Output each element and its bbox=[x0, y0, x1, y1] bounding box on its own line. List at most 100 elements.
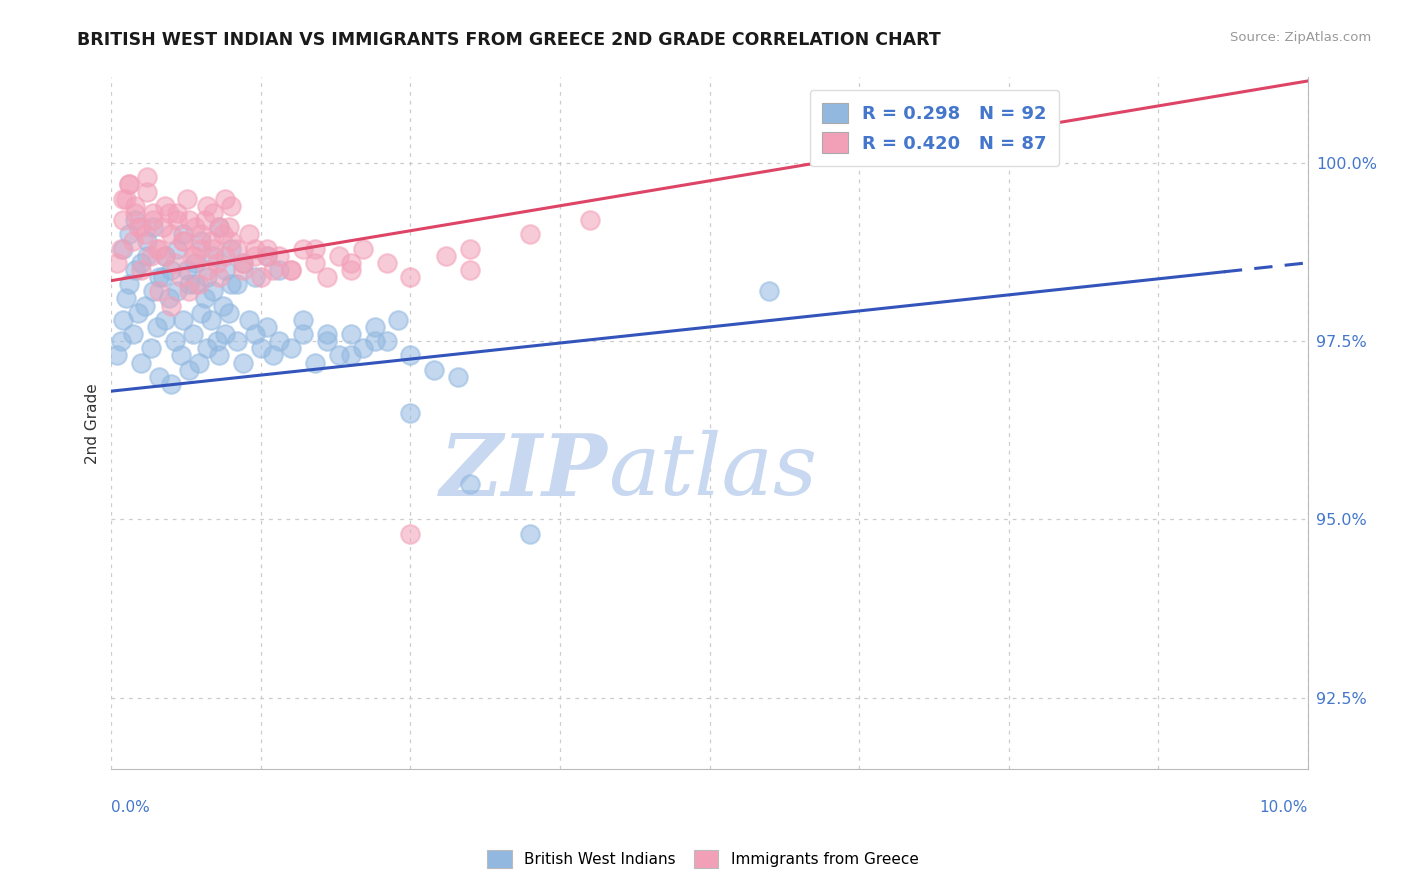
Point bbox=[291, 313, 314, 327]
Point bbox=[399, 405, 422, 419]
Point bbox=[280, 342, 302, 356]
Point bbox=[195, 342, 218, 356]
Point bbox=[190, 235, 212, 249]
Point bbox=[166, 285, 188, 299]
Point bbox=[267, 334, 290, 349]
Point bbox=[579, 213, 602, 227]
Point bbox=[136, 185, 159, 199]
Point bbox=[170, 349, 193, 363]
Point bbox=[304, 356, 326, 370]
Point bbox=[232, 356, 254, 370]
Point bbox=[179, 363, 201, 377]
Point bbox=[214, 263, 236, 277]
Text: ZIP: ZIP bbox=[440, 430, 607, 514]
Point bbox=[114, 192, 136, 206]
Point bbox=[200, 235, 222, 249]
Legend: R = 0.298   N = 92, R = 0.420   N = 87: R = 0.298 N = 92, R = 0.420 N = 87 bbox=[810, 90, 1059, 166]
Point bbox=[375, 334, 398, 349]
Point bbox=[112, 242, 135, 256]
Point bbox=[315, 327, 337, 342]
Point bbox=[458, 242, 481, 256]
Point bbox=[146, 242, 169, 256]
Point bbox=[122, 327, 145, 342]
Point bbox=[218, 306, 240, 320]
Point bbox=[447, 370, 470, 384]
Point bbox=[155, 199, 177, 213]
Point bbox=[112, 313, 135, 327]
Point bbox=[190, 242, 212, 256]
Point bbox=[142, 213, 165, 227]
Point bbox=[176, 263, 198, 277]
Point bbox=[363, 320, 385, 334]
Point bbox=[172, 235, 194, 249]
Point bbox=[160, 227, 183, 242]
Point bbox=[208, 220, 231, 235]
Point bbox=[202, 285, 225, 299]
Point bbox=[160, 299, 183, 313]
Point bbox=[139, 249, 162, 263]
Point bbox=[399, 526, 422, 541]
Point bbox=[131, 263, 153, 277]
Point bbox=[146, 320, 169, 334]
Point bbox=[190, 306, 212, 320]
Point bbox=[179, 285, 201, 299]
Text: BRITISH WEST INDIAN VS IMMIGRANTS FROM GREECE 2ND GRADE CORRELATION CHART: BRITISH WEST INDIAN VS IMMIGRANTS FROM G… bbox=[77, 31, 941, 49]
Point bbox=[758, 285, 780, 299]
Point bbox=[328, 349, 350, 363]
Point bbox=[243, 327, 266, 342]
Point bbox=[179, 213, 201, 227]
Point bbox=[184, 256, 207, 270]
Point bbox=[105, 349, 128, 363]
Point bbox=[352, 242, 374, 256]
Point bbox=[339, 349, 361, 363]
Point bbox=[118, 178, 141, 192]
Point bbox=[181, 327, 204, 342]
Point bbox=[157, 292, 180, 306]
Point bbox=[172, 235, 194, 249]
Point bbox=[136, 170, 159, 185]
Point bbox=[519, 227, 541, 242]
Point bbox=[163, 256, 186, 270]
Point bbox=[219, 242, 242, 256]
Point bbox=[142, 285, 165, 299]
Point bbox=[152, 270, 174, 285]
Point bbox=[190, 227, 212, 242]
Point bbox=[205, 334, 228, 349]
Legend: British West Indians, Immigrants from Greece: British West Indians, Immigrants from Gr… bbox=[481, 844, 925, 873]
Point bbox=[124, 213, 146, 227]
Point bbox=[238, 313, 260, 327]
Point bbox=[160, 263, 183, 277]
Point bbox=[200, 313, 222, 327]
Point bbox=[399, 270, 422, 285]
Point bbox=[519, 526, 541, 541]
Point bbox=[238, 227, 260, 242]
Point bbox=[214, 249, 236, 263]
Point bbox=[256, 249, 278, 263]
Point bbox=[256, 242, 278, 256]
Point bbox=[152, 220, 174, 235]
Point bbox=[339, 256, 361, 270]
Point bbox=[155, 249, 177, 263]
Point bbox=[124, 263, 146, 277]
Point bbox=[208, 349, 231, 363]
Point bbox=[363, 334, 385, 349]
Point bbox=[148, 270, 170, 285]
Point bbox=[112, 192, 135, 206]
Point bbox=[131, 256, 153, 270]
Y-axis label: 2nd Grade: 2nd Grade bbox=[86, 383, 100, 464]
Point bbox=[352, 342, 374, 356]
Point bbox=[131, 356, 153, 370]
Point bbox=[226, 277, 249, 292]
Point bbox=[202, 206, 225, 220]
Point bbox=[423, 363, 446, 377]
Point bbox=[250, 342, 273, 356]
Point bbox=[232, 256, 254, 270]
Point bbox=[387, 313, 409, 327]
Point bbox=[179, 277, 201, 292]
Point bbox=[124, 199, 146, 213]
Point bbox=[131, 220, 153, 235]
Point bbox=[219, 199, 242, 213]
Point bbox=[458, 476, 481, 491]
Point bbox=[250, 270, 273, 285]
Point bbox=[243, 249, 266, 263]
